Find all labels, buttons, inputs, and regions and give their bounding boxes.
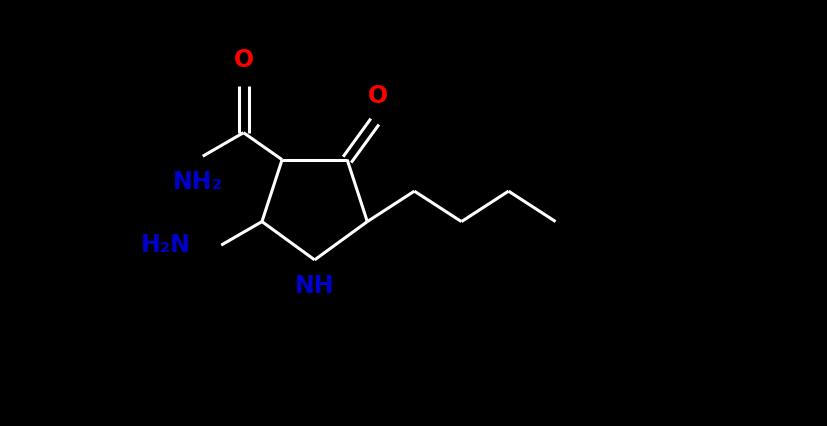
Text: NH: NH: [294, 274, 334, 298]
Text: H₂N: H₂N: [141, 233, 191, 257]
Text: O: O: [233, 48, 253, 72]
Text: O: O: [367, 83, 388, 108]
Text: NH₂: NH₂: [173, 170, 222, 194]
